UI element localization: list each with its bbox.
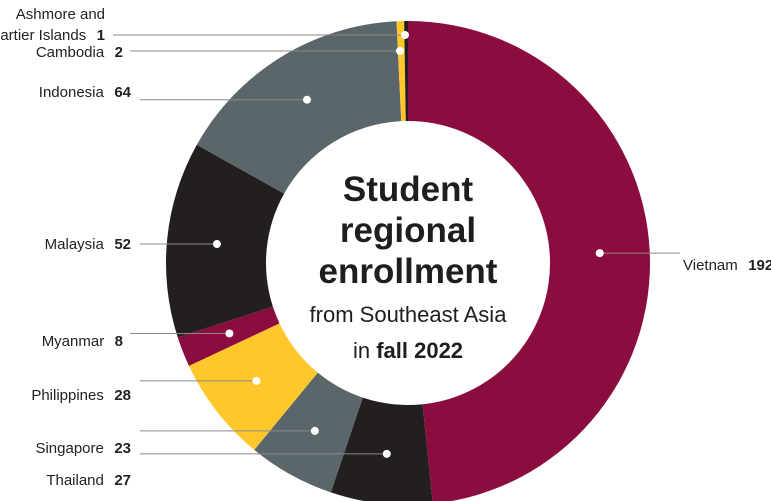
- label-cambodia-name: Cambodia: [36, 44, 105, 61]
- value-cambodia: 2: [115, 44, 123, 61]
- label-myanmar: Myanmar 8: [42, 333, 123, 350]
- slice-cambodia: [396, 21, 406, 122]
- value-ashmore: 1: [97, 27, 105, 44]
- value-indonesia: 64: [114, 84, 131, 101]
- chart-title: Student regional enrollment from Southea…: [310, 170, 508, 363]
- dot-ashmore-and-cartier-islands: [401, 31, 409, 39]
- slice-vietnam: [408, 21, 650, 501]
- label-malaysia: Malaysia 52: [45, 236, 131, 253]
- value-myanmar: 8: [115, 333, 123, 350]
- title-line-5: in fall 2022: [353, 338, 463, 363]
- label-ashmore-line2: Cartier Islands: [0, 27, 86, 44]
- label-indonesia: Indonesia 64: [39, 84, 132, 101]
- label-vietnam: Vietnam 192: [683, 257, 771, 274]
- label-myanmar-name: Myanmar: [42, 333, 105, 350]
- donut-slices: [166, 21, 650, 501]
- dot-singapore: [310, 426, 319, 435]
- value-philippines: 28: [114, 387, 131, 404]
- label-thailand: Thailand 27: [46, 472, 131, 489]
- slice-indonesia: [196, 21, 402, 194]
- dot-myanmar: [225, 329, 234, 338]
- slice-philippines: [188, 323, 318, 450]
- label-ashmore-line1: Ashmore and: [16, 6, 105, 23]
- dot-philippines: [252, 376, 261, 385]
- label-vietnam-name: Vietnam: [683, 257, 738, 274]
- slice-ashmore-and-cartier-islands: [404, 21, 408, 122]
- slice-singapore: [254, 372, 363, 493]
- label-philippines: Philippines 28: [31, 387, 131, 404]
- slice-malaysia: [166, 144, 285, 338]
- slice-thailand: [330, 397, 433, 501]
- value-vietnam: 192: [748, 257, 771, 274]
- label-thailand-name: Thailand: [46, 472, 104, 489]
- dot-thailand: [382, 449, 391, 458]
- dot-cambodia: [396, 47, 404, 55]
- title-line-5-prefix: in: [353, 338, 376, 363]
- title-line-2: regional: [340, 211, 476, 250]
- dot-vietnam: [595, 249, 604, 258]
- label-singapore-name: Singapore: [35, 440, 103, 457]
- label-ashmore: Cartier Islands 1: [0, 27, 105, 44]
- label-malaysia-name: Malaysia: [45, 236, 105, 253]
- value-singapore: 23: [114, 440, 131, 457]
- title-line-4: from Southeast Asia: [310, 302, 508, 327]
- value-malaysia: 52: [114, 236, 131, 253]
- label-cambodia: Cambodia 2: [36, 44, 123, 61]
- title-line-3: enrollment: [319, 252, 498, 291]
- dot-malaysia: [212, 240, 221, 249]
- label-singapore: Singapore 23: [35, 440, 131, 457]
- value-thailand: 27: [114, 472, 131, 489]
- label-indonesia-name: Indonesia: [39, 84, 105, 101]
- label-philippines-name: Philippines: [31, 387, 104, 404]
- leader-lines: [113, 31, 680, 458]
- dot-indonesia: [303, 95, 312, 104]
- title-line-5-bold: fall 2022: [376, 338, 463, 363]
- title-line-1: Student: [343, 170, 474, 209]
